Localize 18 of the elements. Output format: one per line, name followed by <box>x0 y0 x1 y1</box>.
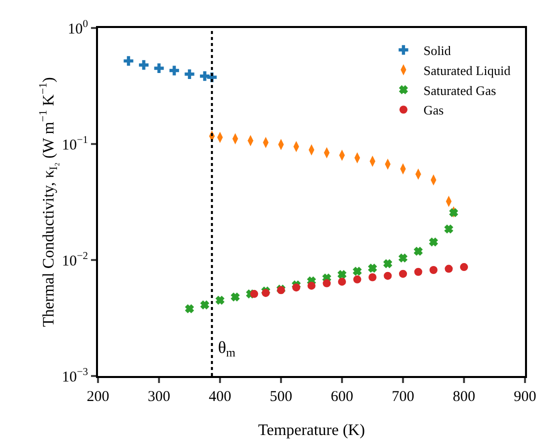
x-tick-label: 800 <box>452 389 476 405</box>
x-tick-label: 200 <box>86 389 110 405</box>
legend-label: Saturated Gas <box>423 82 496 98</box>
x-tick-label: 900 <box>514 389 536 405</box>
x-tick-label: 700 <box>392 389 414 405</box>
y-tick-label: 10$^{0}$ <box>68 18 88 38</box>
x-tick-label: 400 <box>208 389 232 405</box>
y-tick-label: 10$^{−3}$ <box>62 366 88 386</box>
y-tick-label: 10$^{−1}$ <box>62 134 88 154</box>
x-tick-label: 500 <box>270 389 292 405</box>
legend-label: Saturated Liquid <box>423 62 511 78</box>
y-tick-label: 10$^{−2}$ <box>62 250 88 270</box>
x-axis-title: Temperature (K) <box>258 422 365 439</box>
legend-label: Gas <box>423 102 444 118</box>
legend-label: Solid <box>423 42 452 58</box>
x-tick-label: 300 <box>148 389 170 405</box>
x-tick-label: 600 <box>330 389 354 405</box>
ref-line-label: θ$_{m}$ <box>218 338 236 360</box>
